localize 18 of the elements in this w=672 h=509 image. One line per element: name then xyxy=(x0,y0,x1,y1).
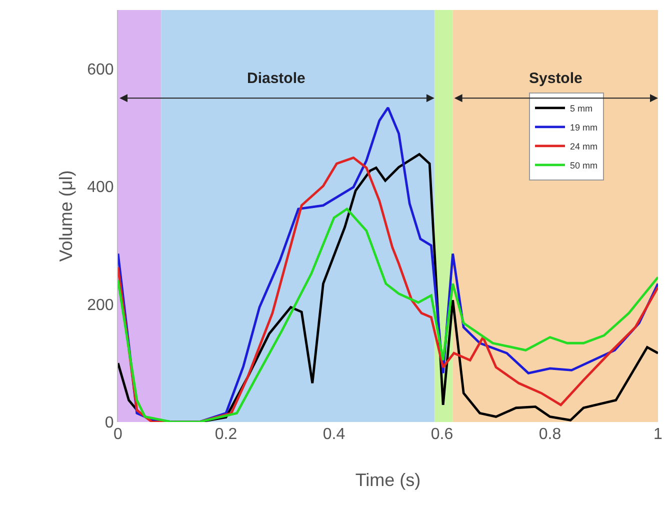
x-tick-label: 0.4 xyxy=(322,426,346,443)
x-tick-label: 0.2 xyxy=(214,426,238,443)
legend-label: 19 mm xyxy=(570,122,598,132)
annotation: Diastole xyxy=(247,70,306,87)
x-tick-label: 1 xyxy=(654,426,663,443)
y-tick-label: 600 xyxy=(87,61,114,78)
y-tick-label: 200 xyxy=(87,296,114,314)
y-tick-label: 400 xyxy=(87,179,114,196)
legend-label: 50 mm xyxy=(570,160,598,170)
legend-label: 5 mm xyxy=(570,103,592,114)
x-axis-title: Time (s) xyxy=(355,470,421,490)
annotation: Systole xyxy=(529,70,582,87)
y-tick-label: 0 xyxy=(104,414,114,432)
y-axis-title: Volume (μl) xyxy=(56,170,76,262)
x-tick-label: 0.8 xyxy=(538,426,562,443)
line-series xyxy=(118,208,658,422)
legend-label: 24 mm xyxy=(570,141,598,152)
x-tick-label: 0.6 xyxy=(430,426,454,443)
